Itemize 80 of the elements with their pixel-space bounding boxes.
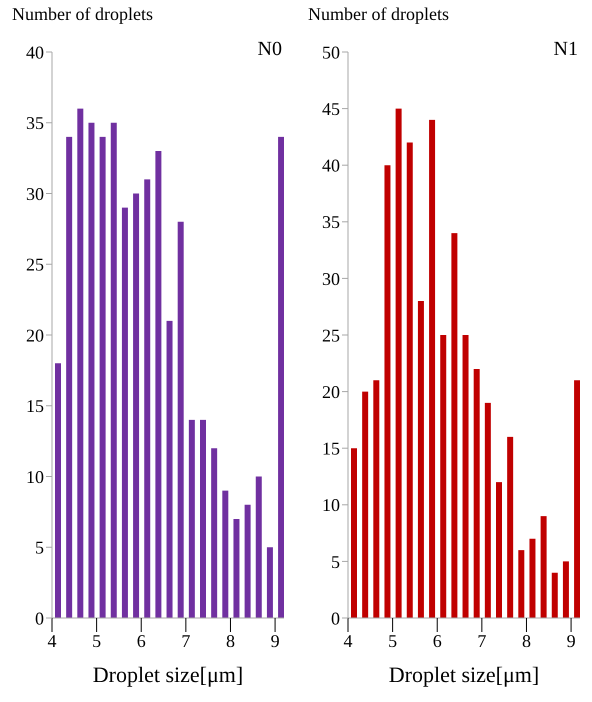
bar xyxy=(133,194,140,618)
y-tick-label: 35 xyxy=(322,212,340,232)
y-tick-label: 0 xyxy=(331,608,340,628)
y-tick-label: 15 xyxy=(26,396,44,416)
y-tick-label: 15 xyxy=(322,438,340,459)
bar xyxy=(562,561,569,618)
bar xyxy=(540,516,547,618)
y-axis-title: Number of droplets xyxy=(12,4,153,25)
x-axis-title: Droplet size[μm] xyxy=(92,662,244,687)
bar xyxy=(396,108,402,618)
bar xyxy=(384,165,390,618)
bar xyxy=(418,301,424,618)
x-tick-label: 7 xyxy=(477,630,486,651)
x-tick-label: 6 xyxy=(432,630,442,651)
x-axis-title: Droplet size[μm] xyxy=(388,662,540,687)
bar xyxy=(222,490,228,618)
bar xyxy=(507,436,514,618)
bar xyxy=(200,420,206,618)
bar xyxy=(122,208,128,618)
x-tick-label: 8 xyxy=(522,630,531,651)
bar xyxy=(88,122,94,618)
chart-title: N0 xyxy=(258,38,282,61)
bar xyxy=(178,222,184,618)
bar xyxy=(155,151,162,618)
bar xyxy=(529,538,536,618)
bar xyxy=(100,136,106,618)
chart-title: N1 xyxy=(554,38,578,61)
x-tick-label: 8 xyxy=(226,630,235,651)
bar xyxy=(211,448,218,618)
bar xyxy=(188,420,195,618)
bar xyxy=(451,233,458,618)
y-tick-label: 45 xyxy=(322,98,340,119)
bar xyxy=(233,518,240,618)
y-tick-label: 10 xyxy=(26,466,44,487)
bar xyxy=(66,136,72,618)
bar xyxy=(474,368,480,618)
y-tick-label: 0 xyxy=(35,608,44,628)
y-tick-label: 25 xyxy=(26,254,44,275)
x-tick-label: 9 xyxy=(566,630,576,651)
bar xyxy=(362,392,368,618)
y-tick-label: 35 xyxy=(26,113,44,134)
y-tick-label: 20 xyxy=(26,325,44,346)
y-tick-label: 40 xyxy=(26,42,44,62)
bar xyxy=(77,108,84,618)
bar xyxy=(256,476,262,618)
bar xyxy=(55,363,61,618)
y-tick-label: 25 xyxy=(322,325,340,346)
bar xyxy=(484,402,491,618)
y-tick-label: 30 xyxy=(26,184,44,204)
bar xyxy=(440,335,446,618)
y-tick-label: 30 xyxy=(322,268,340,289)
x-tick-label: 9 xyxy=(270,630,280,651)
y-tick-label: 5 xyxy=(35,538,44,558)
bar xyxy=(496,482,502,618)
bar xyxy=(462,335,469,618)
x-tick-label: 4 xyxy=(344,630,352,651)
x-tick-label: 6 xyxy=(136,630,146,651)
bar xyxy=(373,380,380,618)
bar xyxy=(429,120,436,618)
x-tick-label: 7 xyxy=(181,630,190,651)
bar xyxy=(518,550,524,618)
x-tick-label: 5 xyxy=(388,630,398,651)
y-tick-label: 40 xyxy=(322,156,340,176)
bar xyxy=(244,504,251,618)
bar xyxy=(552,572,558,618)
bar xyxy=(406,142,413,618)
bar xyxy=(166,320,173,618)
bar xyxy=(266,547,273,618)
bar xyxy=(278,136,284,618)
y-axis-title: Number of droplets xyxy=(308,4,449,25)
y-tick-label: 50 xyxy=(322,42,340,62)
x-tick-label: 4 xyxy=(48,630,56,651)
bar xyxy=(574,380,580,618)
y-tick-label: 5 xyxy=(331,552,340,572)
y-tick-label: 20 xyxy=(322,382,340,402)
y-tick-label: 10 xyxy=(322,495,340,516)
bar xyxy=(351,448,357,618)
bar xyxy=(144,179,150,618)
bar xyxy=(110,122,117,618)
x-tick-label: 5 xyxy=(92,630,102,651)
